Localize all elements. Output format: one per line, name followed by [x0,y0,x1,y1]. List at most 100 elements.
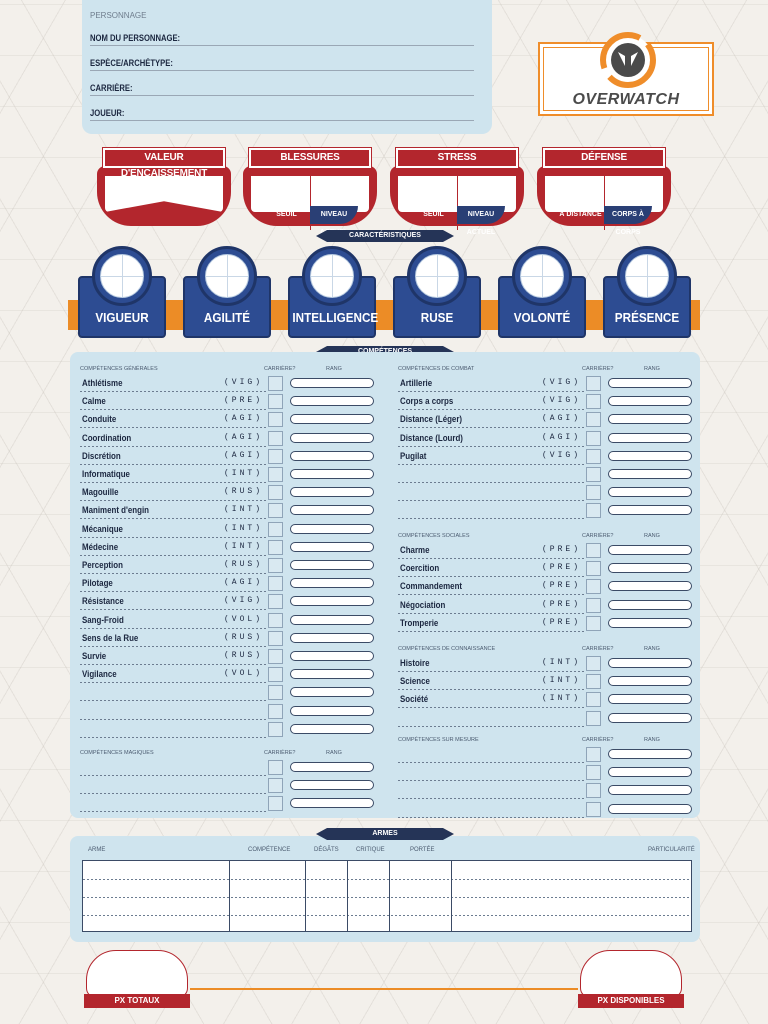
characteristic-value-circle[interactable] [92,246,152,306]
career-checkbox[interactable] [268,760,283,775]
career-checkbox[interactable] [586,561,601,577]
career-checkbox[interactable] [268,376,283,391]
characteristic-value-circle[interactable] [617,246,677,306]
skill-row[interactable]: Médecine (INT) [80,538,376,556]
career-checkbox[interactable] [586,801,601,817]
skill-row[interactable]: Magouille (RUS) [80,483,376,502]
skill-row[interactable]: Histoire (INT) [398,654,694,672]
career-checkbox[interactable] [586,765,601,781]
skill-row[interactable]: Conduite (AGI) [80,410,376,429]
career-checkbox[interactable] [268,649,283,664]
rank-track[interactable] [608,658,692,668]
defense-box[interactable]: À DISTANCE CORPS À CORPS DÉFENSE [537,147,671,236]
rank-track[interactable] [608,378,692,388]
xp-available-box[interactable]: PX DISPONIBLES [578,950,684,1010]
rank-track[interactable] [290,432,374,443]
career-checkbox[interactable] [268,521,283,537]
rank-track[interactable] [608,563,692,574]
skill-row[interactable]: Perception (RUS) [80,556,376,574]
career-checkbox[interactable] [268,412,283,428]
rank-track[interactable] [290,541,374,552]
career-checkbox[interactable] [268,558,283,573]
career-checkbox[interactable] [586,448,601,464]
characteristic-4[interactable]: RUSE [393,246,481,338]
career-checkbox[interactable] [268,467,283,482]
rank-track[interactable] [290,450,374,461]
rank-track[interactable] [608,545,692,555]
career-checkbox[interactable] [586,430,601,446]
characteristic-value-circle[interactable] [197,246,257,306]
skill-row[interactable]: Corps a corps (VIG) [398,392,694,411]
career-checkbox[interactable] [268,430,283,446]
character-name-field[interactable]: NOM DU PERSONNAGE: [90,28,474,46]
stress-box[interactable]: SEUIL NIVEAU ACTUEL STRESS [390,147,524,236]
rank-track[interactable] [608,396,692,407]
career-field[interactable]: CARRIÈRE: [90,78,474,96]
rank-track[interactable] [608,581,692,592]
characteristic-3[interactable]: INTELLIGENCE [288,246,378,338]
career-checkbox[interactable] [586,597,601,613]
characteristic-6[interactable]: PRÉSENCE [603,246,691,338]
rank-track[interactable] [608,749,692,759]
career-checkbox[interactable] [268,612,283,628]
rank-track[interactable] [608,414,692,425]
rank-track[interactable] [608,785,692,796]
career-checkbox[interactable] [268,796,283,812]
skill-row[interactable]: Charme (PRE) [398,541,694,559]
skill-row[interactable]: Artillerie (VIG) [398,374,694,392]
skill-row[interactable]: Sens de la Rue (RUS) [80,629,376,647]
empty-skill-row[interactable] [398,800,694,818]
empty-skill-row[interactable] [80,794,376,813]
career-checkbox[interactable] [586,747,601,762]
career-checkbox[interactable] [268,485,283,501]
rank-track[interactable] [608,487,692,498]
career-checkbox[interactable] [586,783,601,799]
xp-total-box[interactable]: PX TOTAUX [84,950,190,1010]
empty-skill-row[interactable] [80,683,376,702]
rank-track[interactable] [608,617,692,628]
career-checkbox[interactable] [586,692,601,708]
rank-track[interactable] [290,723,374,734]
skill-row[interactable]: Pilotage (AGI) [80,574,376,593]
characteristic-value-circle[interactable] [512,246,572,306]
skill-row[interactable]: Mécanique (INT) [80,520,376,538]
career-checkbox[interactable] [268,448,283,464]
career-checkbox[interactable] [586,503,601,519]
rank-track[interactable] [290,762,374,772]
career-checkbox[interactable] [268,703,283,719]
empty-skill-row[interactable] [398,745,694,763]
soak-value-box[interactable]: VALEUR D'ENCAISSEMENT [97,147,231,228]
skill-row[interactable]: Athlétisme (VIG) [80,374,376,392]
rank-track[interactable] [608,505,692,516]
career-checkbox[interactable] [586,579,601,595]
species-field[interactable]: ESPÈCE/ARCHÉTYPE: [90,53,474,71]
career-checkbox[interactable] [586,543,601,558]
empty-skill-row[interactable] [80,702,376,720]
skill-row[interactable]: Société (INT) [398,690,694,709]
rank-track[interactable] [608,803,692,814]
career-checkbox[interactable] [268,539,283,555]
skill-row[interactable]: Pugilat (VIG) [398,447,694,465]
rank-track[interactable] [608,676,692,687]
skill-row[interactable]: Informatique (INT) [80,465,376,483]
career-checkbox[interactable] [586,394,601,410]
skill-row[interactable]: Science (INT) [398,672,694,691]
weapons-table[interactable] [82,860,692,932]
skill-row[interactable]: Résistance (VIG) [80,592,376,611]
career-checkbox[interactable] [586,485,601,501]
skill-row[interactable]: Calme (PRE) [80,392,376,411]
rank-track[interactable] [290,780,374,791]
rank-track[interactable] [290,523,374,534]
rank-track[interactable] [608,450,692,461]
rank-track[interactable] [290,469,374,479]
career-checkbox[interactable] [268,778,283,794]
rank-track[interactable] [290,687,374,698]
rank-track[interactable] [290,632,374,643]
rank-track[interactable] [608,694,692,705]
empty-skill-row[interactable] [398,763,694,782]
player-field[interactable]: JOUEUR: [90,103,474,121]
rank-track[interactable] [290,505,374,516]
rank-track[interactable] [290,596,374,607]
rank-track[interactable] [290,798,374,809]
rank-track[interactable] [290,614,374,625]
